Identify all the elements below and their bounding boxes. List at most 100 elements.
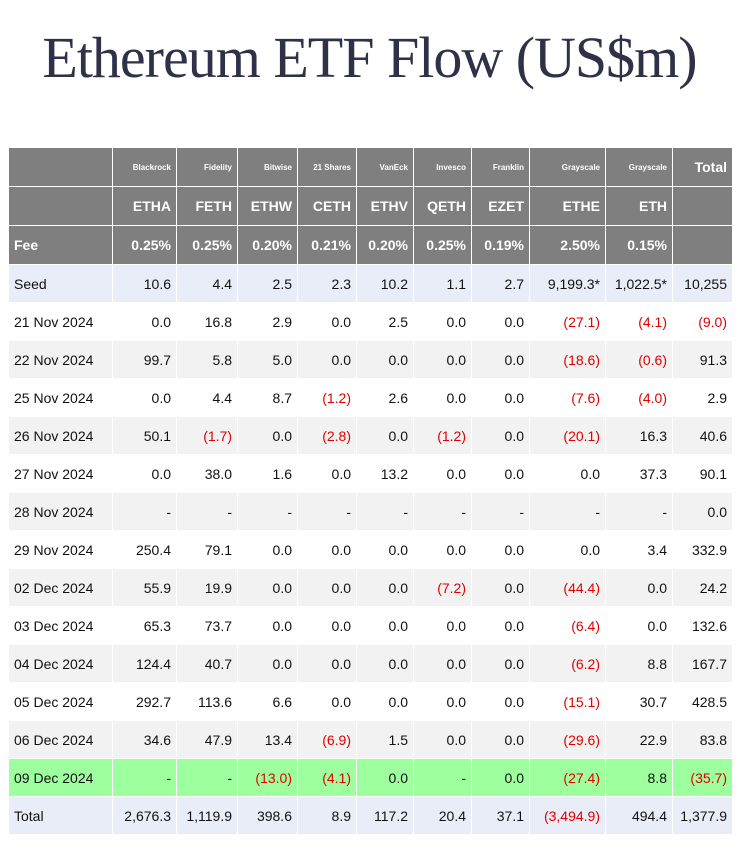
row-label: 04 Dec 2024 (8, 644, 113, 683)
flow-cell: 8.8 (605, 758, 673, 797)
flow-cell: 73.7 (176, 606, 238, 645)
fee-header-row: Fee 0.25% 0.25% 0.20% 0.21% 0.20% 0.25% … (8, 225, 733, 265)
flow-cell: 124.4 (112, 644, 177, 683)
issuer-header: Fidelity (176, 147, 238, 187)
ticker-header: CETH (297, 186, 357, 226)
flow-cell: 1,022.5* (605, 264, 673, 303)
flow-cell: 0.0 (605, 606, 673, 645)
row-label: 09 Dec 2024 (8, 758, 113, 797)
flow-cell: 79.1 (176, 530, 238, 569)
flow-cell: 0.0 (112, 378, 177, 417)
flow-cell: (4.1) (297, 758, 357, 797)
flow-cell: 0.0 (112, 454, 177, 493)
flow-cell: (7.6) (529, 378, 606, 417)
flow-cell: 0.0 (471, 644, 530, 683)
flow-cell: - (413, 492, 472, 531)
fee-header: 0.25% (112, 225, 177, 265)
issuer-header-row: Blackrock Fidelity Bitwise 21 Shares Van… (8, 147, 733, 187)
flow-cell: (1.2) (413, 416, 472, 455)
flow-cell: (6.9) (297, 720, 357, 759)
table-row: 05 Dec 2024 292.7 113.6 6.6 0.0 0.0 0.0 0.0 (15.… (8, 682, 733, 721)
flow-cell: 2.5 (237, 264, 298, 303)
flow-cell: 0.0 (297, 454, 357, 493)
flow-cell: 0.0 (297, 606, 357, 645)
flow-cell: 0.0 (413, 720, 472, 759)
table-row: 09 Dec 2024- - (13.0) (4.1) 0.0-0.0 (27.4) 8.8… (8, 758, 733, 797)
flow-cell: 0.0 (413, 454, 472, 493)
ticker-header: ETHW (237, 186, 298, 226)
flow-cell: 0.0 (529, 530, 606, 569)
flow-cell: - (112, 758, 177, 797)
page-title: Ethereum ETF Flow (US$m) (42, 25, 697, 90)
flow-cell: 2,676.3 (112, 796, 177, 835)
flow-cell: - (605, 492, 673, 531)
flow-cell: 0.0 (471, 454, 530, 493)
row-total-cell: 90.1 (672, 454, 733, 493)
row-label: Seed (8, 264, 113, 303)
flow-cell: (6.2) (529, 644, 606, 683)
flow-cell: 0.0 (237, 644, 298, 683)
flow-cell: 8.9 (297, 796, 357, 835)
issuer-header: 21 Shares (297, 147, 357, 187)
issuer-header: VanEck (356, 147, 414, 187)
flow-cell: 0.0 (297, 682, 357, 721)
fee-header: 0.19% (471, 225, 530, 265)
flow-cell: - (413, 758, 472, 797)
table-row: 03 Dec 2024 65.3 73.7 0.0 0.0 0.0 0.0 0.0 (6.4) 0… (8, 606, 733, 645)
ticker-total-cell (672, 186, 733, 226)
row-total-cell: 132.6 (672, 606, 733, 645)
flow-cell: 1.5 (356, 720, 414, 759)
table-row: 25 Nov 2024 0.0 4.4 8.7 (1.2) 2.6 0.0 0.0 (7.6)(… (8, 378, 733, 417)
flow-cell: 398.6 (237, 796, 298, 835)
flow-cell: 50.1 (112, 416, 177, 455)
flow-cell: (29.6) (529, 720, 606, 759)
ticker-header-row: ETHA FETH ETHW CETH ETHV QETH EZET ETHE … (8, 186, 733, 226)
flow-cell: 1.6 (237, 454, 298, 493)
flow-cell: 494.4 (605, 796, 673, 835)
ticker-header: ETHE (529, 186, 606, 226)
flow-cell: - (356, 492, 414, 531)
fee-header: 0.20% (237, 225, 298, 265)
flow-cell: 0.0 (413, 378, 472, 417)
flow-cell: 0.0 (471, 302, 530, 341)
fee-label: Fee (8, 225, 113, 265)
flow-cell: 16.3 (605, 416, 673, 455)
table-row: 27 Nov 2024 0.0 38.0 1.6 0.0 13.2 0.0 0.0 0.0 37.… (8, 454, 733, 493)
row-total-cell: 428.5 (672, 682, 733, 721)
flow-cell: 117.2 (356, 796, 414, 835)
flow-cell: 0.0 (471, 378, 530, 417)
flow-cell: 40.7 (176, 644, 238, 683)
flow-cell: 1.1 (413, 264, 472, 303)
flow-cell: 0.0 (356, 682, 414, 721)
row-total-cell: 332.9 (672, 530, 733, 569)
flow-cell: (2.8) (297, 416, 357, 455)
row-total-cell: (9.0) (672, 302, 733, 341)
row-label: 05 Dec 2024 (8, 682, 113, 721)
row-label: 22 Nov 2024 (8, 340, 113, 379)
flow-cell: (4.1) (605, 302, 673, 341)
flow-cell: 0.0 (413, 340, 472, 379)
flow-cell: 34.6 (112, 720, 177, 759)
row-label: 26 Nov 2024 (8, 416, 113, 455)
flow-cell: 113.6 (176, 682, 238, 721)
ticker-header: QETH (413, 186, 472, 226)
flow-cell: 0.0 (297, 530, 357, 569)
issuer-header: Grayscale (529, 147, 606, 187)
issuer-header: Franklin (471, 147, 530, 187)
flow-cell: 292.7 (112, 682, 177, 721)
flow-cell: 3.4 (605, 530, 673, 569)
flow-cell: 8.7 (237, 378, 298, 417)
flow-cell: (7.2) (413, 568, 472, 607)
flow-cell: 0.0 (471, 720, 530, 759)
flow-cell: - (237, 492, 298, 531)
flow-cell: 0.0 (237, 568, 298, 607)
flow-cell: 8.8 (605, 644, 673, 683)
row-label: 02 Dec 2024 (8, 568, 113, 607)
flow-cell: 0.0 (471, 530, 530, 569)
ticker-header: FETH (176, 186, 238, 226)
row-total-cell: 24.2 (672, 568, 733, 607)
total-header: Total (672, 147, 733, 187)
ticker-header: ETH (605, 186, 673, 226)
table-row: 29 Nov 2024 250.4 79.1 0.0 0.0 0.0 0.0 0.0 0.0 3.… (8, 530, 733, 569)
flow-cell: (0.6) (605, 340, 673, 379)
